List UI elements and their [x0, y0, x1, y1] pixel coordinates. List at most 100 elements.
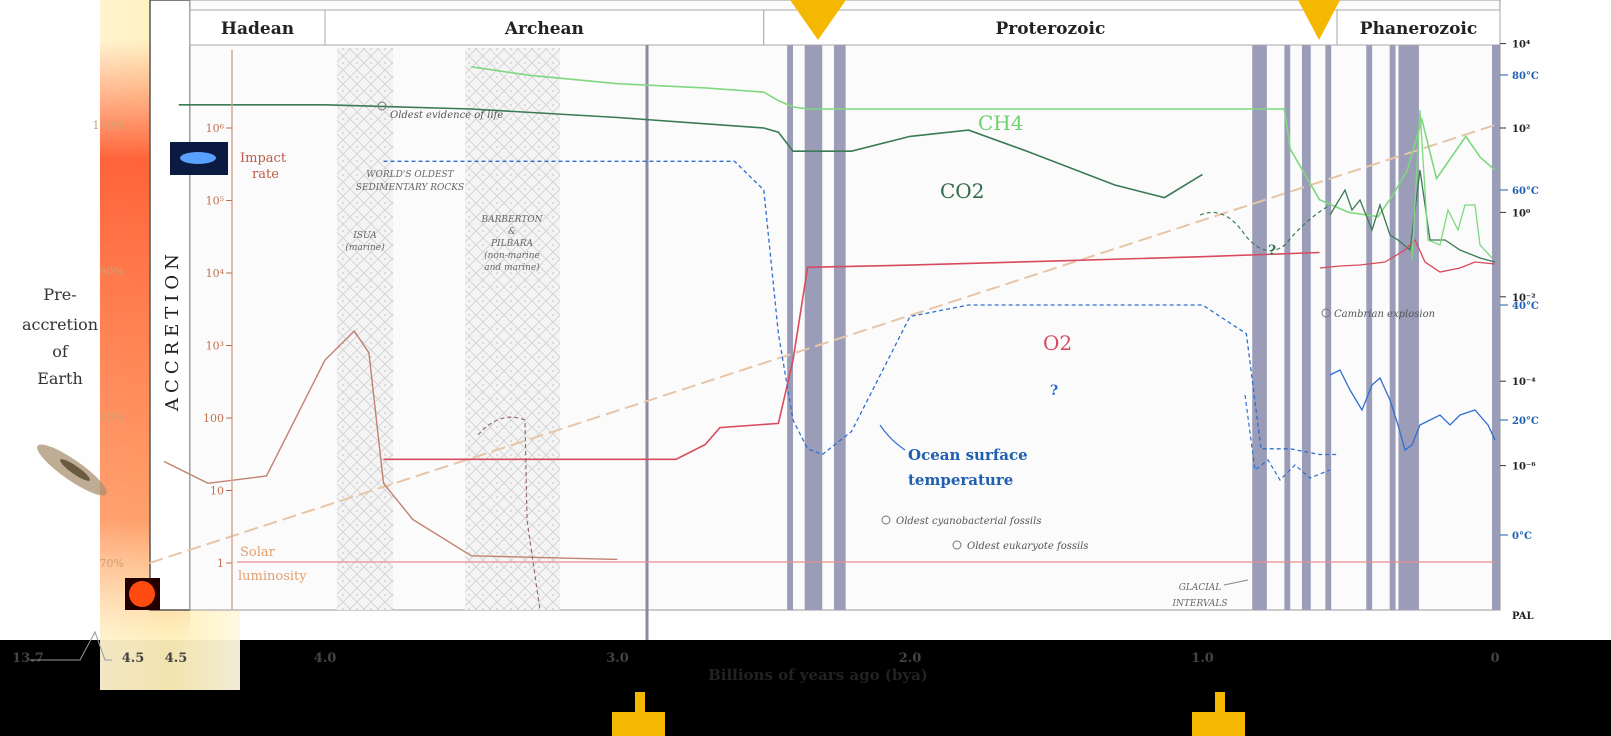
solar-luminosity-line [149, 124, 1496, 564]
cambrian-marker [1321, 308, 1331, 318]
molten-earth [129, 581, 155, 607]
right-tick-label-0: 10⁴ [1512, 40, 1531, 51]
ocean-dashed-snowball [1244, 394, 1331, 481]
isua-rock-column [337, 48, 393, 610]
right-tick-label-6: PAL [1512, 611, 1534, 622]
rocks-label-2: SEDIMENTARY ROCKS [356, 183, 464, 193]
series-ch4 [471, 66, 1496, 218]
ocean-leader-line [879, 424, 906, 451]
right-tick-label-2: 10⁰ [1512, 208, 1531, 219]
pal-axis: 10⁴ 10² 10⁰ 10⁻² 10⁻⁴ 10⁻⁶ PAL [1500, 40, 1536, 622]
oldest-life-label: Oldest evidence of life [390, 110, 503, 121]
impact-rate-axis: 10⁶ 10⁵ 10⁴ 10³ 100 10 1 [203, 122, 232, 570]
rocks-label-1: WORLD'S OLDEST [366, 170, 454, 180]
glacial-label-2: INTERVALS [1172, 599, 1228, 609]
ocean-label-1: Ocean surface [908, 446, 1028, 464]
temperature-axis: 80°C 60°C 40°C 20°C 0°C [1500, 71, 1539, 542]
eon-label-proterozoic: Proterozoic [995, 19, 1105, 39]
pre-accretion-line-1: Pre- [43, 285, 76, 304]
x-tick-label-0: 13.7 [12, 651, 44, 666]
temp-tick-label-4: 0°C [1512, 531, 1532, 542]
barberton-label-2: & [508, 227, 516, 237]
nebula-core [60, 459, 90, 481]
accretion-label: ACCRETION [162, 249, 183, 412]
luminosity-tick-0: 100% [93, 119, 124, 132]
barberton-label-1: BARBERTON [481, 215, 544, 225]
eukaryote-label: Oldest eukaryote fossils [967, 541, 1089, 552]
series-layer [178, 66, 1496, 461]
left-tick-label-6: 1 [217, 557, 224, 570]
solar-label-2: luminosity [238, 569, 307, 584]
x-tick-label-2: 4.5 [165, 651, 188, 666]
left-tick-label-2: 10⁴ [206, 267, 225, 280]
x-tick-label-4: 3.0 [606, 651, 629, 666]
luminosity-axis: 100% 90% 80% 70% [93, 119, 124, 570]
left-tick-label-1: 10⁵ [206, 195, 224, 208]
impact-label-1: Impact [240, 151, 287, 166]
right-tick-label-4: 10⁻⁴ [1512, 377, 1536, 388]
temp-tick-label-0: 80°C [1512, 71, 1539, 82]
bottom-arrow-left [612, 692, 665, 736]
barberton-dashed-curve [477, 416, 541, 611]
left-tick-label-3: 10³ [206, 340, 224, 353]
glacial-interval-2 [833, 45, 846, 610]
luminosity-tick-3: 70% [100, 557, 124, 570]
eukaryote-marker [952, 540, 962, 550]
left-tick-label-5: 10 [210, 485, 224, 498]
co2-label: CO2 [940, 179, 984, 203]
eon-label-hadean: Hadean [221, 19, 294, 39]
temp-tick-label-3: 20°C [1512, 416, 1539, 427]
right-tick-label-5: 10⁻⁶ [1512, 462, 1536, 473]
goe-arrow [790, 0, 846, 40]
cyano-marker [881, 515, 891, 525]
x-tick-label-5: 2.0 [899, 651, 922, 666]
oldest-life-marker [377, 101, 387, 111]
eon-label-archean: Archean [504, 19, 584, 39]
axis-break-mark [30, 630, 112, 661]
cambrian-label: Cambrian explosion [1334, 309, 1435, 320]
glacial-interval-6 [1325, 45, 1332, 610]
series-co2 [178, 104, 1203, 199]
co2-dashed-neoproterozoic [1199, 204, 1331, 252]
glacial-interval-4 [1284, 45, 1291, 610]
x-tick-label-1: 4.5 [122, 651, 145, 666]
glacial-interval-9 [1398, 45, 1419, 610]
o2-label: O2 [1043, 331, 1072, 355]
eon-cell-3 [1336, 9, 1501, 46]
right-tick-label-3: 10⁻² [1512, 293, 1536, 304]
glacial-interval-0 [787, 45, 793, 610]
eon-label-phanerozoic: Phanerozoic [1360, 19, 1477, 39]
eon-cell-0 [189, 9, 326, 46]
isua-label-2: (marine) [345, 242, 385, 253]
bottom-arrow-right [1192, 692, 1245, 736]
x-axis: 13.7 4.5 4.5 4.0 3.0 2.0 1.0 0 [12, 651, 1499, 666]
present-bar [1492, 45, 1500, 610]
barberton-rock-column [465, 48, 560, 610]
cyano-label: Oldest cyanobacterial fossils [896, 516, 1041, 527]
ch4-label: CH4 [978, 111, 1023, 135]
comet-glow [180, 152, 216, 164]
luminosity-tick-1: 90% [100, 265, 124, 278]
glacial-interval-3 [1252, 45, 1267, 610]
right-tick-label-1: 10² [1512, 124, 1530, 135]
barberton-label-5: and marine) [484, 262, 540, 273]
pre-accretion-line-2: accretion [22, 315, 98, 334]
pre-accretion-label: Pre- accretion of Earth [22, 285, 98, 388]
solar-label-1: Solar [240, 545, 276, 560]
ocean-label-2: temperature [908, 471, 1013, 489]
isua-label-1: ISUA [352, 231, 377, 241]
o2-phanerozoic [1319, 238, 1496, 273]
left-tick-label-4: 100 [203, 412, 224, 425]
neoproterozoic-arrow [1298, 0, 1340, 40]
series-o2 [383, 251, 1320, 461]
x-axis-label: Billions of years ago (bya) [708, 666, 928, 684]
glacial-interval-1 [804, 45, 823, 610]
co2-phanerozoic [1329, 169, 1496, 263]
glacial-interval-7 [1366, 45, 1373, 610]
x-tick-label-7: 0 [1490, 651, 1499, 666]
glacial-leader [1223, 579, 1249, 586]
x-tick-label-3: 4.0 [314, 651, 337, 666]
x-tick-label-6: 1.0 [1191, 651, 1214, 666]
